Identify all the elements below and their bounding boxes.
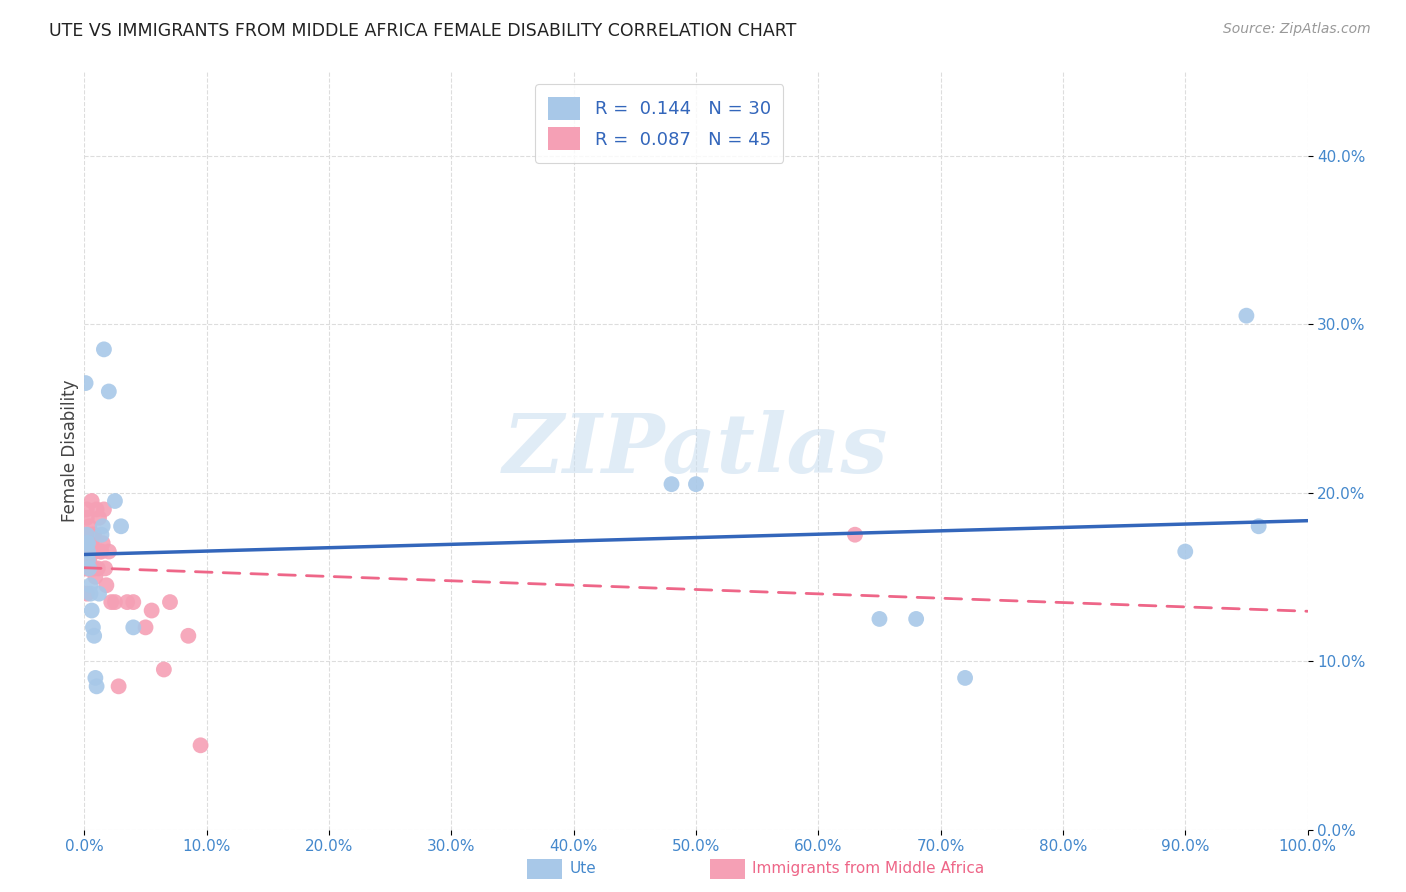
Point	[77, 561, 100, 575]
Y-axis label: Female Disability: Female Disability	[62, 379, 80, 522]
Point	[77, 553, 100, 567]
Point	[97, 544, 120, 558]
Text: Ute: Ute	[569, 862, 596, 876]
Text: ZIPatlas: ZIPatlas	[503, 410, 889, 491]
Point	[76, 536, 98, 550]
Point	[141, 603, 163, 617]
Point	[661, 477, 683, 491]
Point	[77, 544, 100, 558]
Point	[80, 494, 103, 508]
Point	[77, 536, 100, 550]
Point	[75, 561, 97, 575]
Point	[75, 376, 97, 390]
Point	[83, 561, 105, 575]
Point	[953, 671, 976, 685]
Legend: R =  0.144   N = 30, R =  0.087   N = 45: R = 0.144 N = 30, R = 0.087 N = 45	[536, 84, 783, 163]
Point	[93, 343, 115, 357]
Point	[87, 587, 110, 601]
Point	[905, 612, 928, 626]
Point	[89, 544, 111, 558]
Point	[76, 502, 98, 516]
Point	[91, 519, 114, 533]
Point	[100, 595, 122, 609]
Point	[115, 595, 138, 609]
Point	[82, 527, 104, 541]
Point	[93, 502, 115, 516]
Point	[79, 578, 101, 592]
Point	[76, 511, 98, 525]
Point	[82, 620, 104, 634]
Point	[83, 527, 105, 541]
Point	[869, 612, 891, 626]
Point	[75, 544, 97, 558]
Point	[90, 527, 112, 541]
Point	[107, 679, 129, 693]
Point	[104, 595, 127, 609]
Point	[97, 384, 120, 399]
Point	[77, 561, 100, 575]
Point	[77, 553, 100, 567]
Text: UTE VS IMMIGRANTS FROM MIDDLE AFRICA FEMALE DISABILITY CORRELATION CHART: UTE VS IMMIGRANTS FROM MIDDLE AFRICA FEM…	[49, 22, 797, 40]
Point	[177, 629, 200, 643]
Point	[79, 527, 101, 541]
Point	[80, 536, 103, 550]
Point	[77, 527, 100, 541]
Point	[1247, 519, 1270, 533]
Point	[75, 536, 97, 550]
Point	[122, 620, 145, 634]
Point	[135, 620, 157, 634]
Point	[79, 587, 101, 601]
Point	[91, 536, 114, 550]
Point	[110, 519, 132, 533]
Point	[79, 561, 101, 575]
Point	[94, 561, 117, 575]
Point	[77, 544, 100, 558]
Text: Immigrants from Middle Africa: Immigrants from Middle Africa	[752, 862, 984, 876]
Point	[76, 561, 98, 575]
Point	[77, 553, 100, 567]
Point	[190, 739, 212, 753]
Point	[83, 629, 105, 643]
Point	[685, 477, 707, 491]
Point	[1174, 544, 1197, 558]
Point	[84, 570, 107, 584]
Point	[153, 663, 176, 677]
Point	[104, 494, 127, 508]
Point	[80, 603, 103, 617]
Point	[87, 561, 110, 575]
Point	[86, 502, 108, 516]
Point	[844, 527, 866, 541]
Point	[86, 679, 108, 693]
Text: Source: ZipAtlas.com: Source: ZipAtlas.com	[1223, 22, 1371, 37]
Point	[1236, 309, 1258, 323]
Point	[76, 527, 98, 541]
Point	[76, 587, 98, 601]
Point	[90, 544, 112, 558]
Point	[96, 578, 118, 592]
Point	[77, 519, 100, 533]
Point	[159, 595, 181, 609]
Point	[87, 511, 110, 525]
Point	[82, 561, 104, 575]
Point	[84, 671, 107, 685]
Point	[122, 595, 145, 609]
Point	[84, 544, 107, 558]
